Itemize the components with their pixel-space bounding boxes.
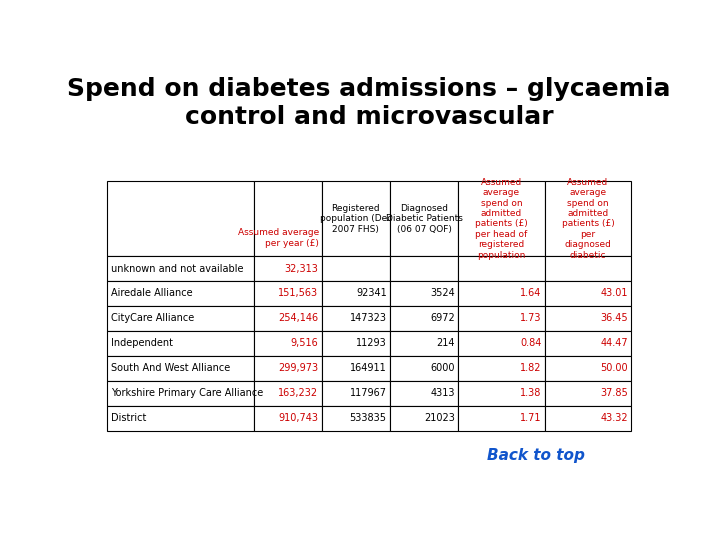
Bar [322,331,390,356]
Text: 50.00: 50.00 [600,363,628,373]
Text: 36.45: 36.45 [600,313,628,323]
Bar [107,181,253,256]
Bar [253,406,322,431]
Text: 1.73: 1.73 [520,313,541,323]
Text: 4313: 4313 [431,388,455,399]
Bar [545,406,631,431]
Bar [322,181,390,256]
Bar [545,381,631,406]
Text: 6972: 6972 [430,313,455,323]
Bar [322,406,390,431]
Bar [390,181,458,256]
Bar [458,256,545,281]
Bar [322,356,390,381]
Text: Assumed
average
spend on
admitted
patients (£)
per
diagnosed
diabetic: Assumed average spend on admitted patien… [562,178,614,260]
Text: Assumed
average
spend on
admitted
patients (£)
per head of
registered
population: Assumed average spend on admitted patien… [475,178,528,260]
Text: Yorkshire Primary Care Alliance: Yorkshire Primary Care Alliance [111,388,264,399]
Text: 163,232: 163,232 [279,388,318,399]
Text: 3524: 3524 [430,288,455,299]
Text: South And West Alliance: South And West Alliance [111,363,230,373]
Bar [545,281,631,306]
Bar [458,181,545,256]
Text: CityCare Alliance: CityCare Alliance [111,313,194,323]
Text: 214: 214 [436,339,455,348]
Bar [390,356,458,381]
Bar [545,331,631,356]
Bar [458,281,545,306]
Bar [253,356,322,381]
Bar [458,406,545,431]
Bar [253,381,322,406]
Bar [107,406,253,431]
Bar [253,281,322,306]
Text: 1.38: 1.38 [520,388,541,399]
Text: 254,146: 254,146 [279,313,318,323]
Bar [390,306,458,331]
Bar [107,256,253,281]
Text: 533835: 533835 [350,413,387,423]
Bar [390,381,458,406]
Text: 21023: 21023 [424,413,455,423]
Bar [545,256,631,281]
Text: 43.32: 43.32 [600,413,628,423]
Bar [253,306,322,331]
Text: Assumed average
per year (£): Assumed average per year (£) [238,228,319,248]
Bar [545,356,631,381]
Bar [107,306,253,331]
Text: Airedale Alliance: Airedale Alliance [111,288,193,299]
Text: Registered
population (Dec
2007 FHS): Registered population (Dec 2007 FHS) [320,204,392,233]
Bar [107,381,253,406]
Bar [458,306,545,331]
Text: 6000: 6000 [431,363,455,373]
Text: 1.82: 1.82 [520,363,541,373]
Text: Diagnosed
Diabetic Patients
(06 07 QOF): Diagnosed Diabetic Patients (06 07 QOF) [386,204,462,233]
Bar [253,331,322,356]
Text: 151,563: 151,563 [279,288,318,299]
Bar [253,256,322,281]
Bar [322,306,390,331]
Bar [458,356,545,381]
Text: 43.01: 43.01 [600,288,628,299]
Text: Independent: Independent [111,339,174,348]
Text: 32,313: 32,313 [284,264,318,274]
Bar [107,281,253,306]
Bar [545,306,631,331]
Text: 44.47: 44.47 [600,339,628,348]
Text: 92341: 92341 [356,288,387,299]
Bar [390,256,458,281]
Text: 299,973: 299,973 [279,363,318,373]
Text: 11293: 11293 [356,339,387,348]
Text: District: District [111,413,147,423]
Text: 1.71: 1.71 [520,413,541,423]
Bar [390,281,458,306]
Bar [322,281,390,306]
Text: 37.85: 37.85 [600,388,628,399]
Text: unknown and not available: unknown and not available [111,264,243,274]
Bar [107,331,253,356]
Text: Back to top: Back to top [487,448,585,463]
Bar [390,406,458,431]
Bar [458,331,545,356]
Text: 117967: 117967 [350,388,387,399]
Bar [322,256,390,281]
Bar [253,181,322,256]
Text: 9,516: 9,516 [291,339,318,348]
Text: 147323: 147323 [350,313,387,323]
Bar [545,181,631,256]
Bar [107,356,253,381]
Bar [322,381,390,406]
Text: 910,743: 910,743 [279,413,318,423]
Text: 1.64: 1.64 [520,288,541,299]
Text: Spend on diabetes admissions – glycaemia
control and microvascular: Spend on diabetes admissions – glycaemia… [67,77,671,129]
Bar [458,381,545,406]
Text: 0.84: 0.84 [520,339,541,348]
Bar [390,331,458,356]
Text: 164911: 164911 [350,363,387,373]
